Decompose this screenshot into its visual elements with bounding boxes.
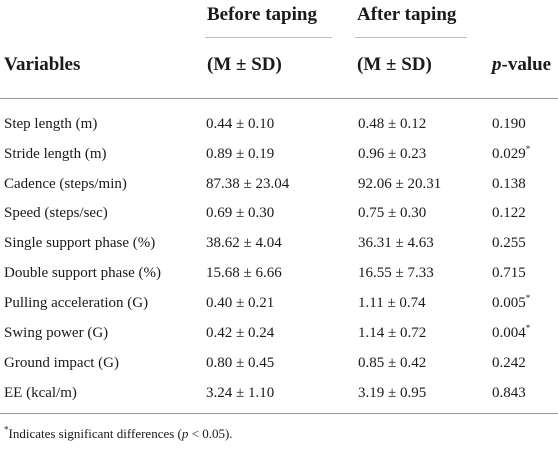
table-row: Cadence (steps/min) 87.38 ± 23.04 92.06 … [0, 171, 558, 198]
cell-after: 36.31 ± 4.63 [358, 235, 434, 251]
pvalue-number: 0.242 [492, 355, 526, 371]
cell-after: 3.19 ± 0.95 [358, 385, 427, 401]
cell-before: 0.80 ± 0.45 [206, 355, 275, 371]
cell-after: 0.75 ± 0.30 [358, 205, 427, 221]
table-row: Swing power (G) 0.42 ± 0.24 1.14 ± 0.72 … [0, 320, 558, 347]
significance-marker: * [525, 144, 531, 154]
cell-pvalue: 0.122 [492, 200, 526, 227]
header-pvalue-p: p [492, 54, 502, 75]
table-footnote: *Indicates significant differences (p < … [4, 424, 233, 442]
cell-before: 0.89 ± 0.19 [206, 146, 275, 162]
pvalue-number: 0.122 [492, 205, 526, 221]
cell-before: 3.24 ± 1.10 [206, 385, 275, 401]
header-after-msd: (M ± SD) [357, 54, 432, 75]
pvalue-number: 0.190 [492, 116, 526, 132]
cell-after: 92.06 ± 20.31 [358, 176, 442, 192]
cell-after: 1.11 ± 0.74 [358, 295, 426, 311]
pvalue-number: 0.004 [492, 325, 526, 341]
significance-marker: * [525, 293, 531, 303]
table-row: Speed (steps/sec) 0.69 ± 0.30 0.75 ± 0.3… [0, 200, 558, 227]
cell-variable: Swing power (G) [4, 325, 109, 341]
table-row: Step length (m) 0.44 ± 0.10 0.48 ± 0.12 … [0, 111, 558, 138]
cell-variable: Step length (m) [4, 116, 98, 132]
cell-pvalue: 0.029* [492, 141, 530, 168]
cell-after: 0.48 ± 0.12 [358, 116, 427, 132]
header-after-taping: After taping [357, 4, 457, 25]
cell-before: 38.62 ± 4.04 [206, 235, 282, 251]
cell-variable: Stride length (m) [4, 146, 107, 162]
cell-variable: Cadence (steps/min) [4, 176, 127, 192]
cell-after: 0.85 ± 0.42 [358, 355, 427, 371]
cell-before: 0.40 ± 0.21 [206, 295, 275, 311]
table-bottom-rule [0, 413, 558, 414]
pvalue-number: 0.715 [492, 265, 526, 281]
cell-variable: Double support phase (%) [4, 265, 162, 281]
header-after-underline [355, 37, 467, 38]
footnote-star: * [4, 424, 9, 435]
footnote-text-after: < 0.05). [188, 426, 233, 441]
table-row: Double support phase (%) 15.68 ± 6.66 16… [0, 260, 558, 287]
header-before-underline [205, 37, 332, 38]
cell-pvalue: 0.004* [492, 320, 530, 347]
cell-after: 16.55 ± 7.33 [358, 265, 434, 281]
cell-pvalue: 0.005* [492, 290, 530, 317]
cell-before: 0.42 ± 0.24 [206, 325, 275, 341]
cell-before: 15.68 ± 6.66 [206, 265, 282, 281]
cell-variable: Single support phase (%) [4, 235, 156, 251]
cell-pvalue: 0.190 [492, 111, 526, 138]
cell-pvalue: 0.715 [492, 260, 526, 287]
cell-before: 87.38 ± 23.04 [206, 176, 290, 192]
header-before-taping: Before taping [207, 4, 317, 25]
cell-after: 0.96 ± 0.23 [358, 146, 427, 162]
header-pvalue: p-value [492, 54, 551, 76]
cell-pvalue: 0.242 [492, 350, 526, 377]
cell-variable: Pulling acceleration (G) [4, 295, 149, 311]
pvalue-number: 0.843 [492, 385, 526, 401]
cell-variable: EE (kcal/m) [4, 385, 77, 401]
cell-before: 0.69 ± 0.30 [206, 205, 275, 221]
significance-marker: * [525, 323, 531, 333]
header-bottom-rule [0, 98, 558, 99]
cell-variable: Ground impact (G) [4, 355, 119, 371]
footnote-text-before: Indicates significant differences ( [8, 426, 182, 441]
cell-pvalue: 0.843 [492, 380, 526, 407]
pvalue-number: 0.029 [492, 146, 526, 162]
cell-pvalue: 0.138 [492, 171, 526, 198]
table-row: Stride length (m) 0.89 ± 0.19 0.96 ± 0.2… [0, 141, 558, 168]
table-row: Ground impact (G) 0.80 ± 0.45 0.85 ± 0.4… [0, 350, 558, 377]
pvalue-number: 0.005 [492, 295, 526, 311]
footnote-p: p [181, 426, 189, 441]
pvalue-number: 0.255 [492, 235, 526, 251]
table-row: Single support phase (%) 38.62 ± 4.04 36… [0, 230, 558, 257]
cell-after: 1.14 ± 0.72 [358, 325, 427, 341]
header-variables: Variables [4, 54, 81, 75]
header-before-msd: (M ± SD) [207, 54, 282, 75]
cell-before: 0.44 ± 0.10 [206, 116, 275, 132]
table-row: Pulling acceleration (G) 0.40 ± 0.21 1.1… [0, 290, 558, 317]
pvalue-number: 0.138 [492, 176, 526, 192]
table-row: EE (kcal/m) 3.24 ± 1.10 3.19 ± 0.95 0.84… [0, 380, 558, 407]
header-pvalue-rest: -value [501, 54, 552, 75]
cell-variable: Speed (steps/sec) [4, 205, 108, 221]
cell-pvalue: 0.255 [492, 230, 526, 257]
